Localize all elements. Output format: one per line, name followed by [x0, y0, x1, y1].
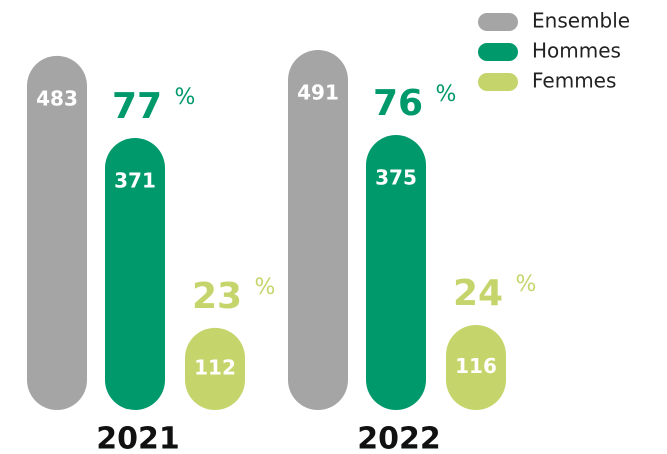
- share-unit: %: [255, 275, 276, 300]
- value-label: 483: [36, 86, 78, 110]
- share-unit: %: [436, 82, 457, 107]
- value-label: 371: [114, 168, 156, 192]
- legend-label: Hommes: [532, 39, 621, 63]
- legend-label: Femmes: [532, 69, 616, 93]
- bar: [27, 55, 87, 411]
- x-tick-label: 2022: [357, 422, 441, 454]
- x-tick-label: 2021: [96, 422, 180, 454]
- legend-label: Ensemble: [532, 9, 630, 33]
- legend-swatch: [478, 43, 518, 61]
- value-label: 491: [297, 81, 339, 105]
- bar: [366, 135, 426, 411]
- share-unit: %: [175, 85, 196, 110]
- value-label: 112: [194, 355, 236, 379]
- share-unit: %: [516, 272, 537, 297]
- bar: [446, 324, 506, 410]
- share-label: 23: [192, 276, 242, 317]
- bar: [288, 50, 348, 410]
- value-label: 116: [455, 354, 497, 378]
- share-label: 76: [373, 83, 423, 124]
- share-label: 77: [112, 86, 162, 127]
- value-label: 375: [375, 166, 417, 190]
- share-label: 24: [453, 273, 503, 314]
- bar: [185, 327, 245, 410]
- legend-swatch: [478, 13, 518, 31]
- bar: [105, 137, 165, 410]
- legend-swatch: [478, 73, 518, 91]
